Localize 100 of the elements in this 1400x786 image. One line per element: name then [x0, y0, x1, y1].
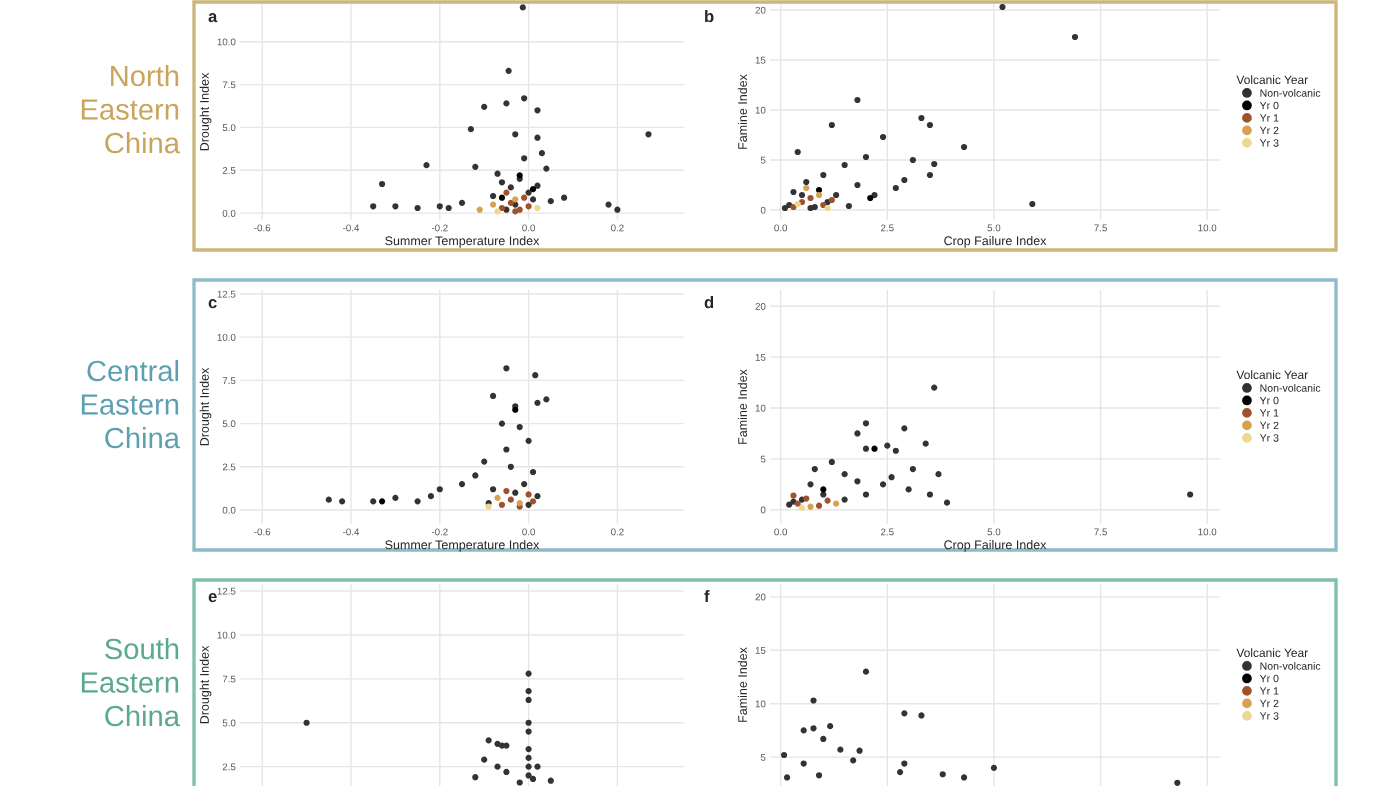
point [498, 420, 506, 427]
point [798, 198, 806, 206]
point [525, 189, 532, 196]
point [481, 756, 488, 763]
text: c [208, 299, 217, 309]
point [534, 107, 541, 114]
point [1071, 33, 1079, 41]
point [790, 188, 797, 196]
point [512, 131, 519, 138]
point [494, 208, 501, 215]
point [503, 100, 510, 107]
point [512, 196, 519, 203]
text: d [704, 296, 714, 309]
point [781, 204, 789, 212]
point [547, 198, 554, 205]
point [534, 763, 541, 770]
point [494, 763, 501, 770]
point [392, 203, 399, 210]
point [489, 392, 497, 400]
point [458, 199, 466, 206]
point [833, 191, 840, 199]
point [529, 196, 537, 203]
point [862, 420, 870, 427]
point [378, 180, 386, 188]
point [803, 184, 810, 192]
point [807, 503, 814, 510]
point [532, 372, 539, 379]
point [414, 204, 421, 212]
point [820, 491, 827, 498]
point [472, 163, 479, 170]
point [498, 179, 506, 186]
point [436, 203, 443, 210]
point [815, 502, 823, 509]
point [507, 496, 514, 503]
point [516, 779, 523, 786]
point [879, 133, 887, 141]
point [521, 155, 528, 162]
point [960, 774, 968, 781]
point [472, 472, 479, 479]
point [476, 206, 483, 213]
point [926, 171, 934, 179]
point [909, 465, 916, 473]
point [505, 67, 512, 74]
point [862, 445, 870, 452]
point [780, 751, 788, 759]
point [507, 463, 514, 470]
point [926, 121, 934, 129]
point [503, 742, 510, 749]
point [507, 184, 514, 191]
text: a [208, 13, 218, 23]
point [339, 498, 346, 505]
point [521, 194, 528, 201]
point [605, 201, 612, 208]
point [871, 445, 878, 452]
point [378, 498, 386, 505]
point [498, 501, 506, 508]
point [824, 497, 831, 504]
text: Central Eastern China [81, 359, 180, 449]
point [543, 396, 550, 403]
point [807, 481, 814, 488]
point [990, 764, 998, 771]
point [529, 498, 537, 505]
point [494, 170, 501, 177]
point [800, 727, 807, 734]
point [512, 489, 519, 496]
point [427, 493, 435, 500]
point [525, 719, 532, 726]
point [436, 486, 443, 493]
point [489, 192, 497, 200]
point [820, 171, 827, 179]
point [783, 774, 791, 781]
point [943, 499, 951, 506]
point [918, 114, 925, 122]
point [892, 184, 899, 192]
point [905, 486, 912, 493]
point [521, 95, 528, 102]
point [489, 486, 497, 493]
point [614, 206, 621, 213]
text: f [704, 590, 710, 603]
point [841, 496, 848, 503]
point [815, 186, 823, 194]
point [807, 194, 814, 202]
point [922, 440, 929, 447]
point [837, 746, 844, 753]
point [525, 670, 532, 677]
point [856, 747, 863, 754]
point [794, 148, 801, 156]
point [534, 493, 541, 500]
point [534, 182, 541, 189]
point [810, 697, 817, 704]
point [485, 737, 492, 744]
point [525, 728, 532, 735]
point [854, 430, 861, 437]
point [525, 696, 532, 704]
text: South Eastern China [81, 637, 180, 727]
point [392, 494, 399, 502]
point [931, 384, 938, 391]
point [841, 161, 848, 169]
point [901, 710, 908, 717]
point [798, 191, 806, 199]
